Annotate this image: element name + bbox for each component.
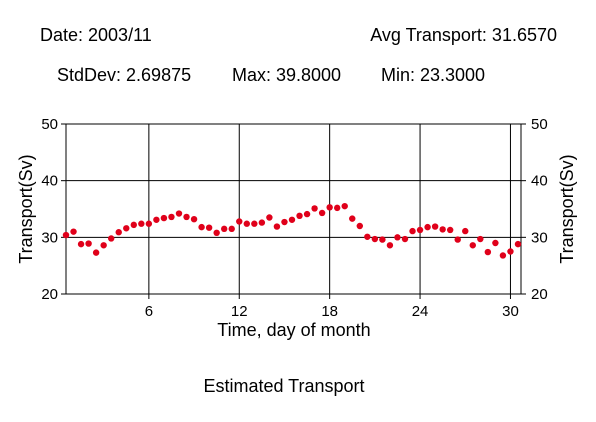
min-label: Min: 23.3000: [381, 65, 485, 85]
y-tick-label-right: 50: [531, 116, 548, 133]
data-point: [371, 235, 379, 243]
data-point: [198, 223, 205, 231]
data-point: [153, 216, 160, 223]
y-tick-label-left: 30: [41, 229, 58, 246]
data-point: [424, 223, 431, 231]
data-point: [220, 225, 228, 233]
y-tick-label-left: 20: [41, 286, 58, 303]
data-point: [107, 235, 115, 242]
data-point: [454, 236, 461, 243]
data-point: [258, 219, 266, 226]
data-point: [100, 242, 107, 249]
max-label: Max: 39.8000: [232, 65, 341, 85]
grid: [66, 124, 521, 294]
data-point: [492, 239, 499, 247]
data-point: [341, 202, 348, 210]
data-point: [401, 235, 409, 243]
data-point: [85, 240, 92, 247]
avg-transport-label: Avg Transport: 31.6570: [370, 25, 557, 45]
data-point: [379, 236, 386, 243]
data-point: [416, 226, 424, 234]
y-axis-title-right: Transport(Sv): [557, 154, 577, 263]
data-point: [160, 214, 168, 222]
data-point: [288, 216, 296, 223]
data-point: [145, 220, 153, 227]
data-point: [236, 218, 243, 225]
data-point: [514, 240, 522, 248]
data-point: [213, 229, 220, 236]
x-tick-label: 24: [412, 303, 429, 320]
data-point: [507, 248, 514, 255]
data-point: [326, 204, 333, 211]
data-point: [123, 225, 130, 232]
data-point: [333, 204, 341, 212]
data-point: [446, 226, 454, 234]
data-point: [394, 234, 401, 241]
y-tick-label-left: 40: [41, 173, 58, 190]
data-point: [183, 213, 190, 221]
data-point: [409, 227, 416, 235]
data-point: [243, 220, 250, 227]
stddev-label: StdDev: 2.69875: [57, 65, 191, 85]
data-point: [138, 220, 145, 227]
x-axis-title: Time, day of month: [217, 320, 370, 340]
data-point: [431, 223, 439, 230]
data-point: [499, 252, 507, 259]
data-point: [77, 240, 85, 248]
data-point: [115, 229, 122, 236]
data-point: [168, 213, 175, 221]
data-point: [266, 214, 273, 221]
chart-caption: Estimated Transport: [203, 376, 364, 396]
data-point: [70, 228, 77, 235]
y-tick-label-right: 30: [531, 229, 548, 246]
y-axis-title-left: Transport(Sv): [16, 154, 36, 263]
plot-frame: [65, 123, 522, 295]
data-point: [175, 210, 183, 217]
data-points: [62, 202, 522, 259]
data-point: [469, 242, 476, 249]
x-tick-label: 30: [502, 303, 519, 320]
data-point: [439, 226, 446, 233]
data-point: [62, 231, 70, 239]
x-tick-label: 18: [321, 303, 338, 320]
data-point: [477, 235, 484, 243]
data-point: [484, 248, 492, 256]
data-point: [349, 215, 356, 222]
x-tick-label: 12: [231, 303, 248, 320]
data-point: [386, 242, 394, 249]
ticks: 6 12 18 24 30 20 20 30 30 40 40 50 50: [41, 116, 547, 320]
data-point: [311, 205, 318, 212]
data-point: [190, 216, 198, 223]
y-tick-label-right: 40: [531, 173, 548, 190]
y-tick-label-left: 50: [41, 116, 58, 133]
data-point: [273, 223, 281, 230]
y-tick-label-right: 20: [531, 286, 548, 303]
data-point: [296, 212, 303, 219]
data-point: [318, 209, 326, 217]
data-point: [130, 221, 137, 229]
x-tick-label: 6: [145, 303, 153, 320]
data-point: [228, 225, 235, 233]
data-point: [303, 210, 311, 218]
data-point: [205, 224, 213, 231]
data-point: [281, 218, 288, 226]
data-point: [251, 220, 258, 227]
date-label: Date: 2003/11: [40, 25, 152, 45]
data-point: [364, 233, 371, 240]
data-point: [462, 227, 469, 235]
data-point: [356, 222, 363, 230]
data-point: [92, 249, 100, 256]
